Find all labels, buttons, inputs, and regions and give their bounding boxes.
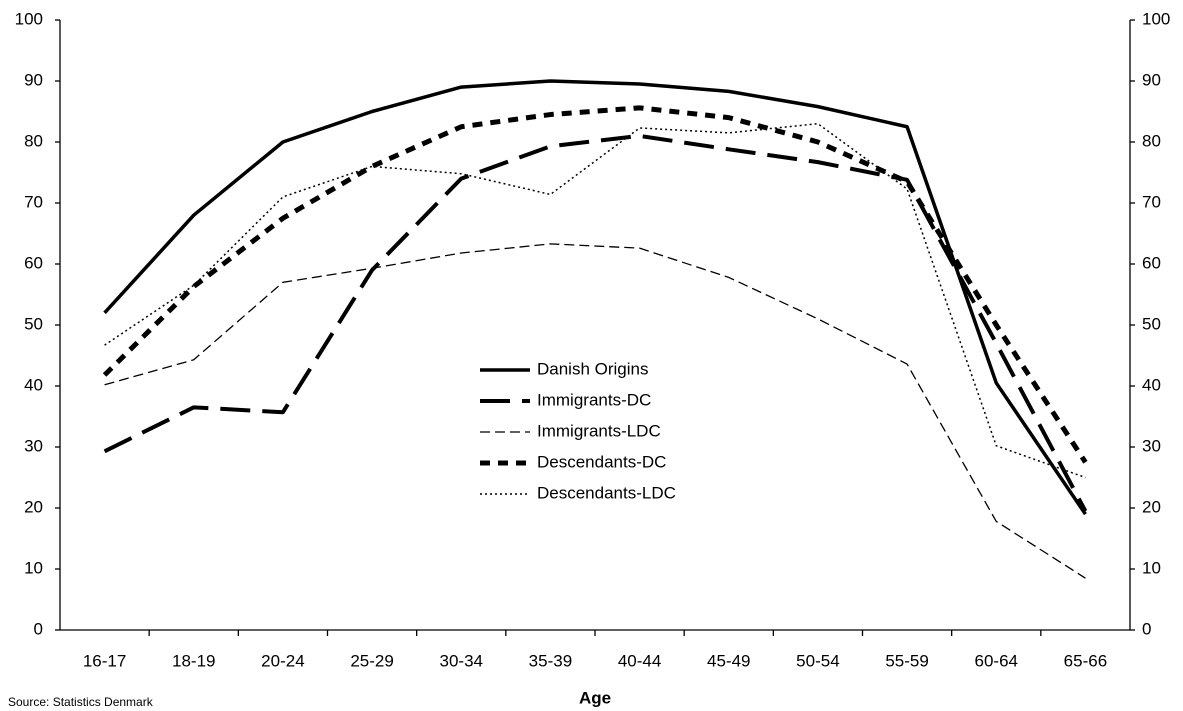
y2-tick-label: 60: [1142, 253, 1161, 272]
legend-label: Descendants-DC: [537, 452, 666, 471]
x-tick-label: 30-34: [440, 651, 483, 670]
y-tick-label: 10: [24, 558, 43, 577]
y2-tick-label: 20: [1142, 497, 1161, 516]
y-tick-label: 30: [24, 436, 43, 455]
source-note: Source: Statistics Denmark: [8, 695, 154, 709]
y-tick-label: 60: [24, 253, 43, 272]
series-line: [104, 243, 1086, 579]
y-tick-label: 40: [24, 375, 43, 394]
y2-tick-label: 50: [1142, 314, 1161, 333]
x-tick-label: 16-17: [83, 651, 126, 670]
y-tick-label: 100: [15, 9, 43, 28]
x-tick-label: 65-66: [1064, 651, 1107, 670]
y2-tick-label: 40: [1142, 375, 1161, 394]
y-tick-label: 70: [24, 192, 43, 211]
x-tick-label: 18-19: [172, 651, 215, 670]
x-tick-label: 45-49: [707, 651, 750, 670]
x-tick-label: 55-59: [885, 651, 928, 670]
x-tick-label: 25-29: [350, 651, 393, 670]
y-tick-label: 90: [24, 70, 43, 89]
legend-label: Immigrants-DC: [537, 390, 651, 409]
series-line: [103, 79, 1087, 516]
x-tick-label: 50-54: [796, 651, 839, 670]
series-line: [102, 105, 1088, 464]
y2-tick-label: 0: [1142, 619, 1151, 638]
y2-tick-label: 30: [1142, 436, 1161, 455]
x-axis-title: Age: [579, 688, 611, 707]
legend-label: Immigrants-LDC: [537, 421, 661, 440]
x-tick-label: 20-24: [261, 651, 304, 670]
y2-tick-label: 100: [1142, 9, 1170, 28]
y-tick-label: 0: [34, 619, 43, 638]
y2-tick-label: 80: [1142, 131, 1161, 150]
y2-tick-label: 90: [1142, 70, 1161, 89]
x-tick-label: 40-44: [618, 651, 661, 670]
y-tick-label: 80: [24, 131, 43, 150]
x-tick-label: 35-39: [529, 651, 572, 670]
y2-tick-label: 10: [1142, 558, 1161, 577]
legend-label: Descendants-LDC: [537, 483, 676, 502]
y-tick-label: 20: [24, 497, 43, 516]
y2-tick-label: 70: [1142, 192, 1161, 211]
x-tick-label: 60-64: [975, 651, 1018, 670]
y-tick-label: 50: [24, 314, 43, 333]
legend-label: Danish Origins: [537, 359, 649, 378]
